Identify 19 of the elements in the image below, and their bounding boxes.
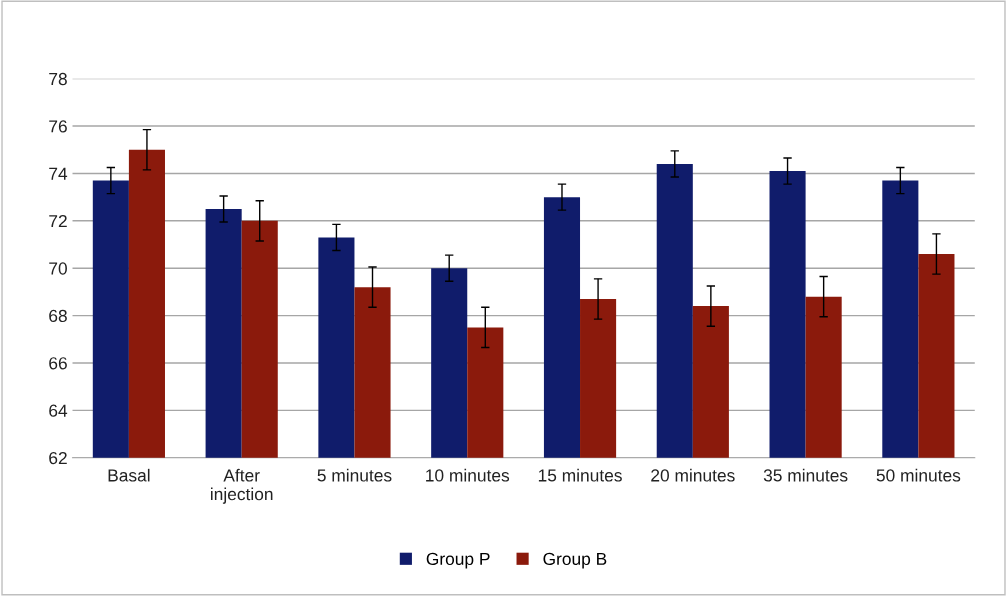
x-tick-label: After injection [210,468,273,504]
x-tick-label: 15 minutes [538,468,622,482]
y-tick-label: 74 [49,167,68,180]
y-tick-label: 78 [49,72,67,86]
y-tick-label: 66 [49,357,67,370]
x-tick-label: 5 minutes [317,468,392,482]
x-tick-label: Basal [108,468,150,482]
legend-label: Group P [426,552,490,569]
x-tick-label: 10 minutes [426,468,510,482]
y-tick-label: 62 [49,451,67,465]
y-tick-label: 76 [49,120,67,133]
x-tick-label: 35 minutes [763,468,848,482]
y-tick-label: 68 [49,309,67,323]
y-tick-label: 70 [49,262,67,275]
x-tick-label: 20 minutes [651,468,735,482]
x-tick-label: 50 minutes [876,468,961,482]
y-tick-label: 72 [49,214,67,228]
y-tick-label: 64 [49,404,68,417]
legend-label: Group B [543,552,607,569]
